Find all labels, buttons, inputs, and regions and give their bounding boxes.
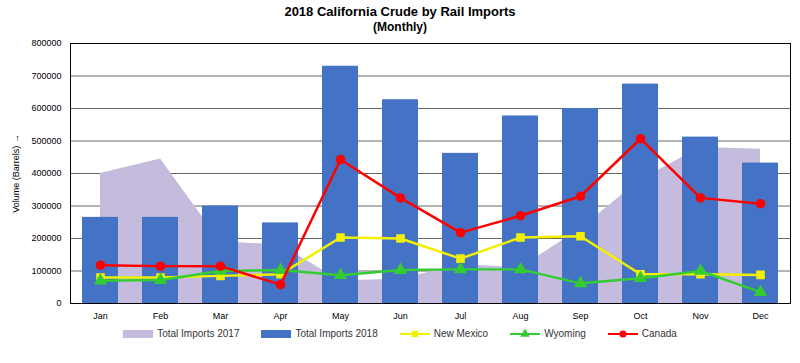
svg-text:Jan: Jan [93,311,108,321]
html-text:New Mexico: New Mexico [433,328,489,339]
svg-text:Feb: Feb [153,311,169,321]
svg-text:400000: 400000 [31,168,61,178]
svg-text:Dec: Dec [752,311,769,321]
svg-text:Jun: Jun [393,311,408,321]
html-text:Total Imports 2018: Total Imports 2018 [295,328,378,339]
svg-text:0: 0 [56,298,61,308]
svg-text:Jul: Jul [455,311,467,321]
svg-text:300000: 300000 [31,201,61,211]
svg-text:May: May [332,311,350,321]
svg-text:Mar: Mar [213,311,229,321]
html-text:Wyoming: Wyoming [544,328,586,339]
svg-text:700000: 700000 [31,71,61,81]
svg-text:Sep: Sep [572,311,588,321]
svg-text:Oct: Oct [633,311,648,321]
svg-text:Nov: Nov [692,311,709,321]
html-text:(Monthly): (Monthly) [373,20,427,34]
html-text:Canada: Canada [641,328,677,339]
svg-text:500000: 500000 [31,136,61,146]
html-text:Total Imports 2017: Total Imports 2017 [157,328,240,339]
svg-text:100000: 100000 [31,266,61,276]
svg-text:Aug: Aug [512,311,528,321]
svg-text:200000: 200000 [31,233,61,243]
svg-text:Volume (Barrels) →: Volume (Barrels) → [11,134,21,213]
html-text:2018 California Crude by Rail: 2018 California Crude by Rail Imports [284,4,516,19]
svg-text:600000: 600000 [31,103,61,113]
svg-text:Apr: Apr [273,311,287,321]
svg-text:800000: 800000 [31,38,61,48]
